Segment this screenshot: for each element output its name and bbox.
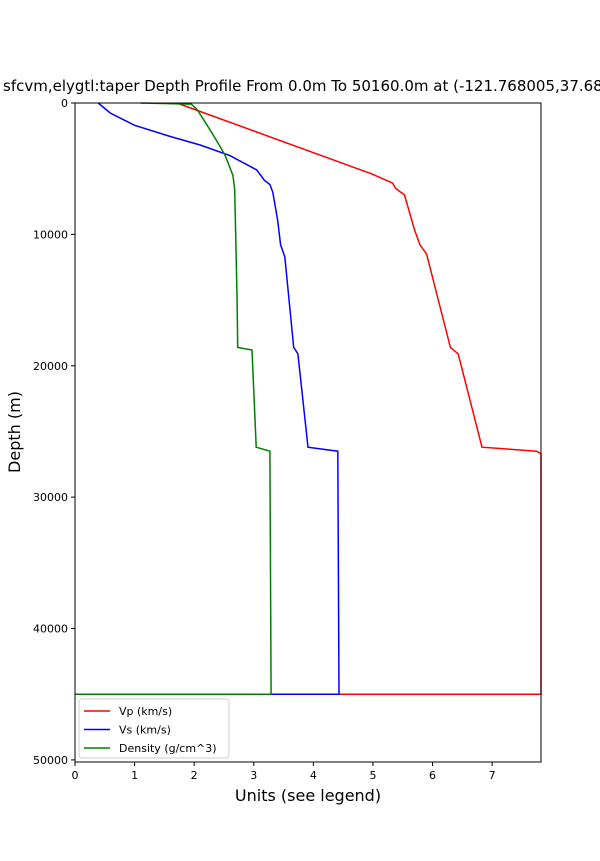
plot-frame [74,102,542,763]
x-tick-label: 5 [369,769,376,782]
y-tick-label: 20000 [33,360,68,373]
series-line-2 [75,102,272,695]
chart-title: sfcvm,elygtl:taper Depth Profile From 0.… [3,77,600,95]
legend-label-1: Vs (km/s) [119,724,171,737]
x-tick-label: 2 [191,769,198,782]
y-tick-label: 10000 [33,228,68,241]
series-line-1 [75,102,340,695]
x-axis-label: Units (see legend) [235,786,381,805]
y-tick-label: 50000 [33,754,68,767]
legend-label-2: Density (g/cm^3) [119,742,217,755]
legend-label-0: Vp (km/s) [119,705,172,718]
x-tick-label: 4 [310,769,317,782]
y-tick-label: 30000 [33,491,68,504]
y-axis-label: Depth (m) [5,391,24,473]
series-line-0 [75,102,542,695]
x-tick-label: 3 [250,769,257,782]
y-tick-label: 0 [61,97,68,110]
y-tick-label: 40000 [33,623,68,636]
legend: Vp (km/s) Vs (km/s) Density (g/cm^3) [78,698,230,759]
x-tick-label: 1 [131,769,138,782]
x-tick-label: 6 [429,769,436,782]
x-tick-label: 0 [72,769,79,782]
x-tick-label: 7 [489,769,496,782]
